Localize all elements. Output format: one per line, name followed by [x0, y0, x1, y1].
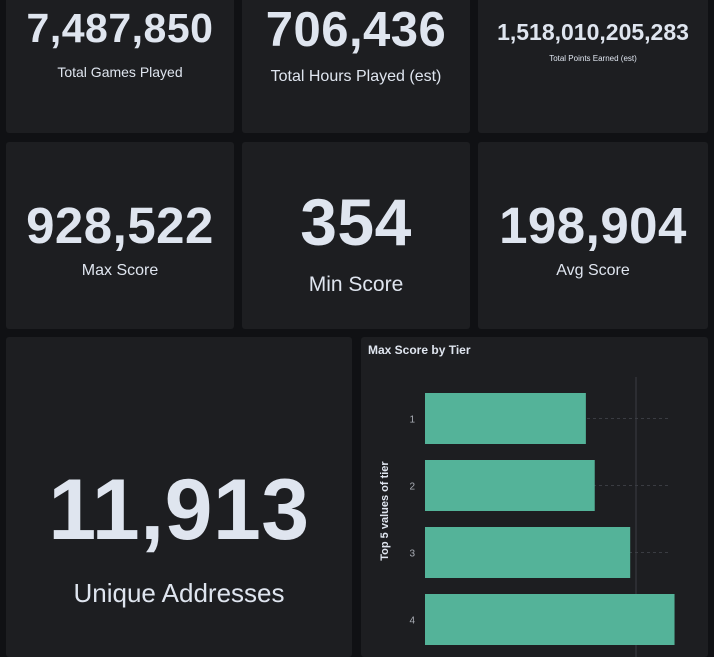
avg-score-panel: 198,904 Avg Score	[478, 142, 708, 329]
metric-label: Total Points Earned (est)	[549, 54, 637, 63]
metric-value: 1,518,010,205,283	[497, 19, 689, 45]
metric-value: 354	[300, 185, 412, 259]
total-hours-played-panel: 706,436 Total Hours Played (est)	[242, 0, 470, 133]
max-score-by-tier-chart-panel: Max Score by Tier Top 5 values of tier 1…	[361, 337, 708, 657]
metric-label: Avg Score	[556, 262, 630, 279]
chart-title: Max Score by Tier	[368, 343, 471, 357]
total-games-played-panel: 7,487,850 Total Games Played	[6, 0, 234, 133]
metric-label: Unique Addresses	[73, 578, 285, 608]
min-score-panel: 354 Min Score	[242, 142, 470, 329]
metric-value: 706,436	[265, 3, 447, 57]
bar-chart: Top 5 values of tier 1 2 3 4	[379, 377, 675, 657]
bar-tier-4[interactable]	[425, 594, 675, 645]
metric-label: Total Hours Played (est)	[270, 68, 442, 85]
metric-value: 11,913	[48, 462, 310, 558]
y-tick-label: 2	[409, 482, 415, 493]
y-tick-label: 1	[409, 415, 415, 426]
metric-label: Min Score	[308, 273, 404, 296]
bar-tier-2[interactable]	[425, 460, 595, 511]
bar-tier-3[interactable]	[425, 527, 631, 578]
unique-addresses-panel: 11,913 Unique Addresses	[6, 337, 352, 657]
y-axis-label: Top 5 values of tier	[379, 461, 391, 561]
metric-value: 928,522	[26, 197, 214, 254]
total-points-earned-panel: 1,518,010,205,283 Total Points Earned (e…	[478, 0, 708, 133]
y-tick-label: 3	[409, 549, 415, 560]
metric-label: Total Games Played	[57, 64, 183, 80]
metric-label: Max Score	[81, 262, 159, 279]
max-score-panel: 928,522 Max Score	[6, 142, 234, 329]
metric-value: 198,904	[499, 197, 687, 254]
y-tick-label: 4	[409, 616, 415, 627]
metric-value: 7,487,850	[26, 5, 214, 51]
bar-tier-1[interactable]	[425, 393, 586, 444]
